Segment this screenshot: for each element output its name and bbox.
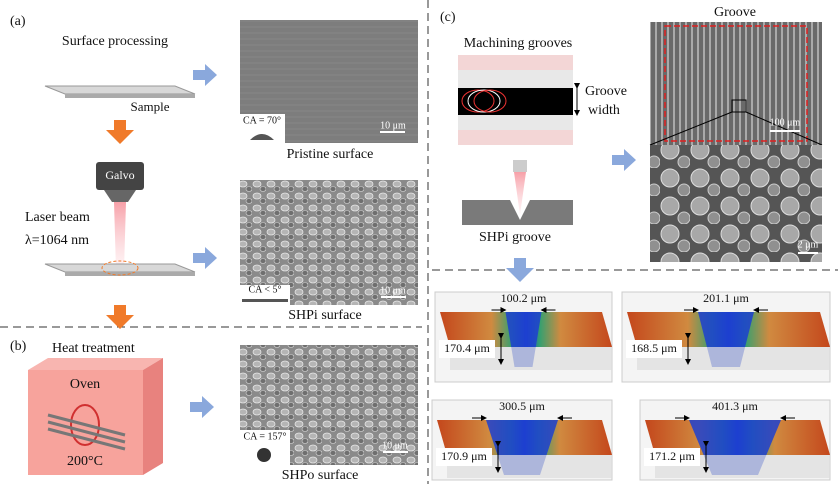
arrow <box>193 64 217 86</box>
scale-label: 10 μm <box>380 285 406 296</box>
groove-width-label: width <box>588 103 620 118</box>
sample-edge <box>65 94 195 98</box>
step-title: Machining grooves <box>464 36 572 51</box>
scale-label: 100 μm <box>770 117 801 128</box>
panel-b: (b) Heat treatment Oven 200°C CA = 157° … <box>10 339 418 483</box>
depth-label: 170.4 μm <box>444 341 490 355</box>
ca-label: CA < 5° <box>249 284 282 295</box>
oven-top <box>28 358 163 370</box>
arrow <box>612 149 636 171</box>
ca-label: CA = 70° <box>243 115 281 126</box>
galvo-lens <box>104 190 136 202</box>
caption: Pristine surface <box>287 147 374 162</box>
sem-title: Groove <box>714 5 756 20</box>
sem-image <box>650 145 822 262</box>
step-title: Surface processing <box>62 34 168 49</box>
arrow <box>190 396 214 418</box>
laser-beam <box>114 202 126 270</box>
width-label: 201.1 μm <box>703 291 749 305</box>
oven-label: Oven <box>70 377 100 392</box>
sample-plate <box>45 264 195 272</box>
figure: (a) Surface processing Sample CA = 70° 1… <box>0 0 838 484</box>
step-title: Heat treatment <box>52 341 135 356</box>
substrate <box>462 200 573 225</box>
scale-label: 10 μm <box>382 440 408 451</box>
width-label: 401.3 μm <box>712 399 758 413</box>
depth-label: 171.2 μm <box>649 449 695 463</box>
galvo-label: Galvo <box>105 168 134 182</box>
scale-label: 2 μm <box>798 239 819 250</box>
wavelength-label: λ=1064 nm <box>25 233 89 248</box>
arrow <box>506 258 534 282</box>
ca-label: CA = 157° <box>244 431 287 442</box>
groove-width-label: Groove <box>585 84 627 99</box>
width-label: 300.5 μm <box>499 399 545 413</box>
panel-c: (c) Machining grooves Groove width SHPi … <box>432 5 838 480</box>
laser-label: Laser beam <box>25 210 90 225</box>
depth-label: 170.9 μm <box>441 449 487 463</box>
wetted-film <box>242 299 288 302</box>
depth-label: 168.5 μm <box>631 341 677 355</box>
profiles: 100.2 μm 170.4 μm 201.1 μm 168.5 μm 300.5 μm… <box>432 291 830 480</box>
groove-caption: SHPi groove <box>479 230 551 245</box>
panel-label: (c) <box>440 10 456 25</box>
panel-label: (b) <box>10 339 27 354</box>
panel-a: (a) Surface processing Sample CA = 70° 1… <box>10 14 418 323</box>
oven-side <box>143 358 163 475</box>
droplet <box>257 448 271 462</box>
sample-plate <box>45 86 195 94</box>
width-label: 100.2 μm <box>501 291 547 305</box>
sample-label: Sample <box>131 99 170 114</box>
arrow <box>106 305 134 329</box>
arrow <box>193 247 217 269</box>
arrow <box>106 120 134 144</box>
scale-label: 10 μm <box>380 120 406 131</box>
caption: SHPi surface <box>288 308 362 323</box>
nozzle <box>513 160 527 172</box>
laser-beam <box>514 172 526 215</box>
caption: SHPo surface <box>282 468 359 483</box>
panel-label: (a) <box>10 14 26 29</box>
temperature-label: 200°C <box>67 454 103 469</box>
